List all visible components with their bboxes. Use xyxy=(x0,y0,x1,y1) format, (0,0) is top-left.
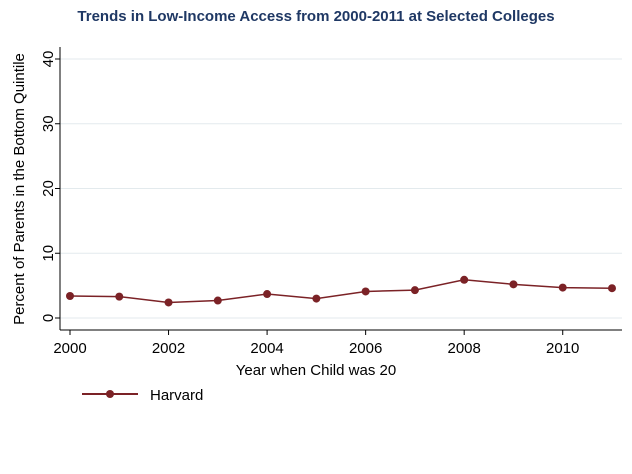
y-axis-label: Percent of Parents in the Bottom Quintil… xyxy=(11,53,28,325)
axes xyxy=(55,47,622,335)
data-point xyxy=(66,291,74,300)
data-point xyxy=(263,290,272,299)
y-tick-label: 20 xyxy=(40,180,57,197)
chart-title: Trends in Low-Income Access from 2000-20… xyxy=(77,8,554,25)
y-tick-label: 40 xyxy=(40,51,57,68)
grid-lines xyxy=(60,58,622,319)
legend: Harvard xyxy=(82,387,203,404)
y-tick-label: 0 xyxy=(40,314,57,322)
x-tick-label: 2010 xyxy=(546,340,579,357)
x-tick-labels: 2000 2002 2004 2006 2008 2010 xyxy=(53,340,579,357)
data-point xyxy=(213,296,222,305)
y-tick-label: 30 xyxy=(40,115,57,132)
data-point xyxy=(361,287,370,296)
y-tick-labels: 0 10 20 30 40 xyxy=(40,51,57,323)
x-tick-label: 2000 xyxy=(53,340,86,357)
series-line-harvard xyxy=(69,279,613,304)
legend-label-harvard: Harvard xyxy=(150,387,203,404)
data-point xyxy=(608,284,616,293)
data-point xyxy=(460,275,469,284)
x-tick-label: 2006 xyxy=(349,340,382,357)
data-point xyxy=(558,283,567,292)
x-tick-label: 2008 xyxy=(447,340,480,357)
data-point xyxy=(164,298,173,307)
data-point xyxy=(410,286,419,295)
x-tick-label: 2002 xyxy=(152,340,185,357)
x-tick-label: 2004 xyxy=(250,340,283,357)
data-point xyxy=(509,280,518,289)
legend-marker-harvard xyxy=(106,390,114,398)
x-axis-label: Year when Child was 20 xyxy=(236,362,396,379)
y-tick-label: 10 xyxy=(40,245,57,262)
series-harvard xyxy=(66,275,616,307)
data-point xyxy=(312,294,321,303)
data-point xyxy=(115,292,124,301)
